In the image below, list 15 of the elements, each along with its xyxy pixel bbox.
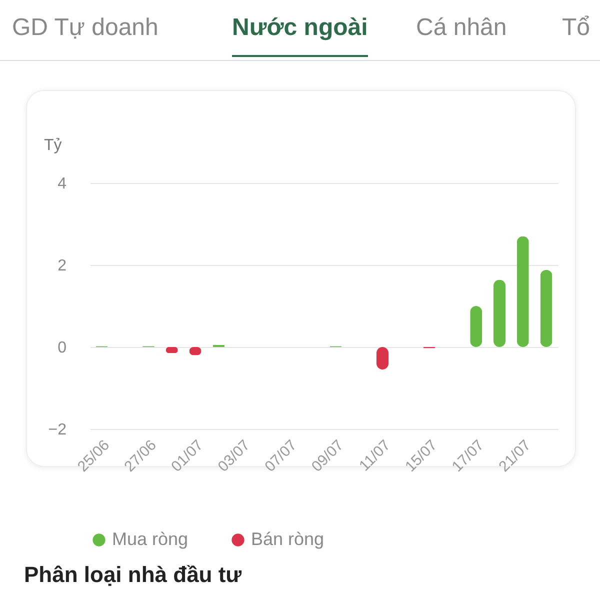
text: Tổ <box>562 14 590 42</box>
bar <box>516 236 529 347</box>
legend-label: Mua ròng <box>112 529 188 549</box>
text: GD Tự doanh <box>12 14 158 42</box>
chart-title: Nước ngoài <box>232 14 368 57</box>
y-tick-label: 4 <box>58 176 67 192</box>
y-tick-label: −2 <box>48 422 67 438</box>
y-axis-title: Tỷ <box>44 137 62 154</box>
text: Cá nhân <box>416 14 507 42</box>
y-tick-label: 0 <box>58 340 67 356</box>
bar <box>540 270 552 347</box>
y-tick-label: 2 <box>58 258 67 274</box>
text: Phân loại nhà đầu tư <box>24 562 242 588</box>
legend-label: Bán ròng <box>251 529 324 549</box>
bar <box>494 280 506 347</box>
